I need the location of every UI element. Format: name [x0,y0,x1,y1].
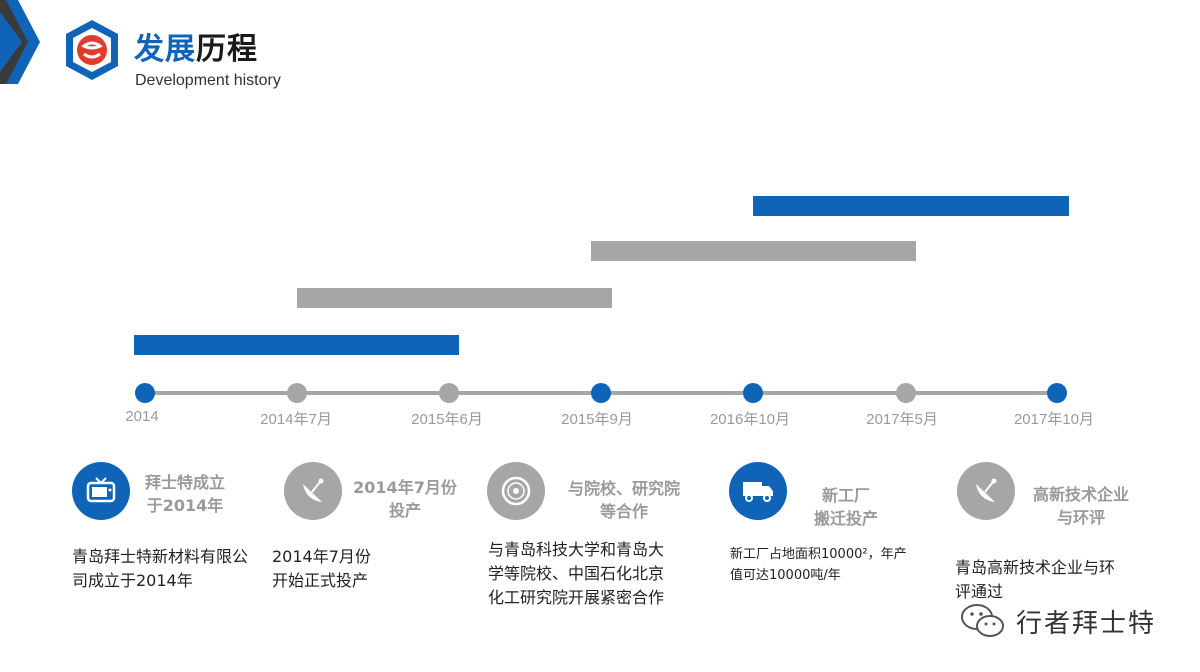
feature-desc-4: 新工厂占地面积10000²，年产 值可达10000吨/年 [730,544,930,586]
feature-desc-3: 与青岛科技大学和青岛大 学等院校、中国石化北京 化工研究院开展紧密合作 [488,538,688,610]
feature-title-line: 与院校、研究院 [567,479,680,498]
timeline-label: 2014 [125,408,159,425]
timeline-label: 2016年10月 [709,411,791,428]
page-title: 发展历程 [134,24,258,68]
feature-title-line: 搬迁投产 [813,509,878,528]
timeline-node-2017-05 [896,383,916,403]
corner-arrow-decoration [0,0,40,84]
feature-icon-circle-2 [284,462,342,520]
feature-title-line: 与环评 [1056,508,1105,527]
timeline-label: 2014年7月 [260,411,332,428]
feature-desc-line: 青岛高新技术企业与环 [955,558,1116,577]
truck-icon [743,482,773,502]
disc-icon [501,476,531,506]
wechat-watermark: 行者拜士特 [960,602,1156,640]
feature-icon-circle-1 [72,462,130,520]
feature-desc-line: 值可达10000吨/年 [730,568,841,583]
feature-title-5: 高新技术企业 与环评 [1026,483,1136,529]
feature-desc-line: 司成立于2014年 [72,571,193,590]
feature-desc-line: 2014年7月份 [272,547,371,566]
timeline-label: 2017年10月 [1013,411,1095,428]
feature-desc-line: 新工厂占地面积10000²，年产 [730,547,907,562]
timeline-bar-3 [591,241,916,261]
feature-title-line: 新工厂 [821,486,870,505]
timeline-label: 2015年9月 [561,411,633,428]
feature-icon-circle-4 [729,462,787,520]
company-logo [66,20,118,80]
satellite-dish-icon [976,478,997,502]
feature-icon-circle-3 [487,462,545,520]
timeline-bar-4 [753,196,1069,216]
feature-title-line: 2014年7月份 [353,478,457,497]
feature-title-line: 投产 [388,501,421,520]
timeline-bar-1 [134,335,459,355]
feature-desc-2: 2014年7月份 开始正式投产 [272,545,432,593]
page-subtitle: Development history [135,72,281,89]
timeline-node-2015-09 [591,383,611,403]
feature-desc-line: 化工研究院开展紧密合作 [488,588,665,607]
title-part-dark: 历程 [196,32,258,67]
feature-desc-line: 评通过 [955,582,1004,601]
satellite-dish-icon [303,478,324,502]
feature-desc-1: 青岛拜士特新材料有限公 司成立于2014年 [72,545,272,593]
watermark-text: 行者拜士特 [1016,608,1157,639]
timeline-node-2017-10 [1047,383,1067,403]
timeline-node-2014 [135,383,155,403]
feature-title-line: 拜士特成立 [144,473,225,492]
title-part-blue: 发展 [134,32,196,67]
feature-desc-line: 开始正式投产 [272,571,369,590]
feature-title-2: 2014年7月份 投产 [353,476,457,522]
feature-desc-line: 与青岛科技大学和青岛大 [488,540,665,559]
feature-title-3: 与院校、研究院 等合作 [558,477,690,523]
feature-title-1: 拜士特成立 于2014年 [140,471,230,517]
wechat-icon [961,604,1004,637]
feature-title-line: 高新技术企业 [1032,485,1129,504]
feature-title-4: 新工厂 搬迁投产 [800,484,892,530]
timeline-node-2014-07 [287,383,307,403]
tv-icon [86,477,116,503]
timeline-label: 2015年6月 [411,411,483,428]
feature-title-line: 于2014年 [146,496,224,515]
timeline-node-2015-06 [439,383,459,403]
feature-desc-line: 青岛拜士特新材料有限公 [72,547,249,566]
timeline-node-2016-10 [743,383,763,403]
feature-icon-circle-5 [957,462,1015,520]
feature-desc-5: 青岛高新技术企业与环 评通过 [955,556,1155,604]
feature-desc-line: 学等院校、中国石化北京 [488,564,665,583]
timeline-label: 2017年5月 [866,411,938,428]
timeline-bar-2 [297,288,612,308]
feature-title-line: 等合作 [599,502,648,521]
